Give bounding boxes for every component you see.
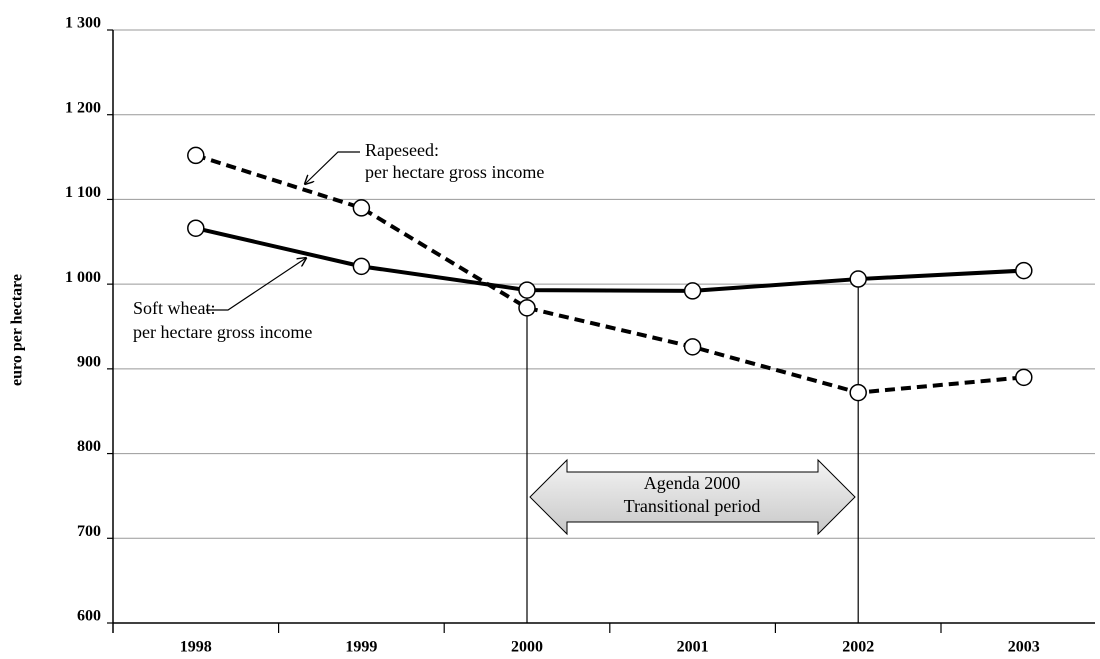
y-tick-label: 700 [77,523,101,540]
series-line [195,153,1024,395]
annotation: Transitional period [624,496,761,516]
leader-line [305,151,360,184]
leader-line [206,258,306,311]
annotation: Agenda 2000 [644,473,740,493]
y-axis-label: euro per hectare [9,274,26,386]
period-arrow [529,458,856,536]
x-tick-label: 2000 [511,639,543,656]
marker [352,257,371,276]
x-tick-label: 1999 [345,639,377,656]
y-tick-label: 1 300 [65,15,101,32]
marker [352,199,371,217]
annotation: Soft wheat: [133,298,216,318]
y-tick-label: 1 000 [65,269,101,286]
annotation: per hectare gross income [365,162,544,182]
y-tick-label: 1 100 [65,184,101,201]
annotation: Rapeseed: [365,140,439,160]
plot-area: 600 700 800 900 1 000 1 100 1 200 1 300 1998 1999… [65,15,1095,656]
x-tick-label: 2001 [677,639,709,656]
marker [683,338,702,356]
marker [518,299,536,317]
marker [187,219,205,237]
marker [187,146,205,165]
marker [1015,261,1033,280]
y-tick-label: 800 [77,438,101,455]
y-tick-label: 900 [77,354,101,371]
y-tick-label: 600 [77,608,101,625]
x-tick-label: 2003 [1008,639,1040,656]
annotation: per hectare gross income [133,322,312,342]
y-tick-label: 1 200 [65,99,101,116]
x-tick-label: 1998 [180,639,212,656]
series-line [195,226,1024,293]
marker [849,270,867,288]
marker [683,282,702,300]
marker [1015,368,1033,387]
marker [518,281,536,299]
marker [849,383,867,402]
x-tick-label: 2002 [842,639,874,656]
